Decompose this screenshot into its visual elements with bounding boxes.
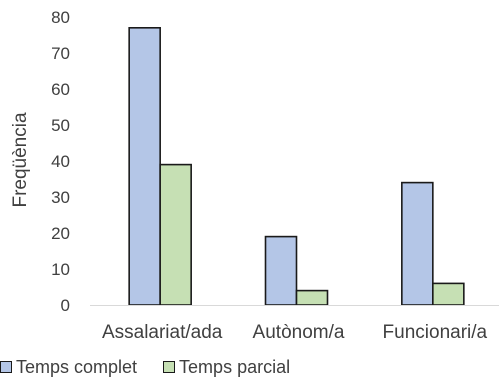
y-tick-label: 70 xyxy=(51,44,70,63)
legend-swatch-temps-parcial xyxy=(163,361,176,373)
bar-temps-parcial-2 xyxy=(432,282,465,306)
y-tick-label: 60 xyxy=(51,80,70,99)
y-axis-label: Freqüència xyxy=(10,112,31,207)
bars xyxy=(128,26,465,306)
bar-temps-parcial-0 xyxy=(159,163,192,306)
y-tick-label: 0 xyxy=(61,296,70,315)
y-tick-label: 50 xyxy=(51,116,70,135)
y-axis-ticks: 0 10 20 30 40 50 60 70 80 xyxy=(51,8,70,315)
x-category-label: Assalariat/ada xyxy=(102,322,223,343)
bar-chart: 0 10 20 30 40 50 60 70 80 Freqüència Assalariat/… xyxy=(10,8,499,343)
x-axis-categories: Assalariat/ada Autònom/a Funcionari/a xyxy=(102,322,488,343)
bar-temps-parcial-1 xyxy=(295,289,329,306)
bar-temps-complet-0 xyxy=(128,26,161,306)
x-category-label: Autònom/a xyxy=(253,322,345,343)
y-tick-label: 20 xyxy=(51,224,70,243)
y-tick-label: 40 xyxy=(51,152,70,171)
bar-temps-complet-1 xyxy=(264,235,298,306)
y-tick-label: 80 xyxy=(51,8,70,27)
legend-item-temps-complet: Temps complet xyxy=(0,357,137,378)
legend-swatch-temps-complet xyxy=(0,361,12,373)
x-category-label: Funcionari/a xyxy=(383,322,488,343)
legend: Temps complet Temps parcial xyxy=(0,356,316,378)
legend-label-temps-parcial: Temps parcial xyxy=(179,356,291,377)
legend-label-temps-complet: Temps complet xyxy=(16,356,138,377)
y-tick-label: 10 xyxy=(51,260,70,279)
bar-temps-complet-2 xyxy=(401,181,434,306)
legend-item-temps-parcial: Temps parcial xyxy=(163,357,290,378)
y-tick-label: 30 xyxy=(51,188,70,207)
